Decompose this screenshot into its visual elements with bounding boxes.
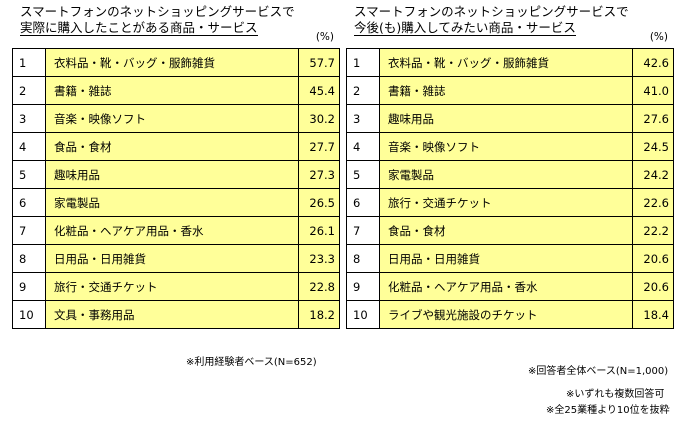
value-cell: 26.1 (298, 216, 340, 245)
table-row: 1 衣料品・靴・バッグ・服飾雑貨 57.7 (12, 48, 340, 77)
rank-cell: 1 (12, 48, 46, 77)
item-cell: ライブや観光施設のチケット (379, 300, 633, 329)
table-row: 3 趣味用品 27.6 (346, 104, 674, 133)
item-cell: 衣料品・靴・バッグ・服飾雑貨 (45, 48, 299, 77)
table-title: スマートフォンのネットショッピングサービスで 今後(も)購入してみたい商品・サー… (346, 4, 674, 48)
table-title-line-1: スマートフォンのネットショッピングサービスで (20, 4, 295, 19)
rank-cell: 10 (346, 300, 380, 329)
table-panel-right: スマートフォンのネットショッピングサービスで 今後(も)購入してみたい商品・サー… (346, 4, 674, 329)
footnote-excerpt: ※全25業種より10位を抜粋 (546, 405, 670, 416)
item-cell: 旅行・交通チケット (45, 272, 299, 301)
rank-cell: 1 (346, 48, 380, 77)
value-cell: 22.8 (298, 272, 340, 301)
table-title-line-2: 実際に購入したことがある商品・サービス (20, 20, 258, 36)
ranking-table-body: 1 衣料品・靴・バッグ・服飾雑貨 42.6 2 書籍・雑誌 41.0 3 趣味用品 27.6 4 音… (346, 48, 674, 329)
rank-cell: 5 (12, 160, 46, 189)
table-row: 1 衣料品・靴・バッグ・服飾雑貨 42.6 (346, 48, 674, 77)
item-cell: 趣味用品 (45, 160, 299, 189)
table-row: 9 化粧品・ヘアケア用品・香水 20.6 (346, 272, 674, 301)
item-cell: 食品・食材 (45, 132, 299, 161)
value-cell: 42.6 (632, 48, 674, 77)
rank-cell: 9 (12, 272, 46, 301)
table-row: 5 家電製品 24.2 (346, 160, 674, 189)
rank-cell: 3 (346, 104, 380, 133)
value-cell: 27.6 (632, 104, 674, 133)
rank-cell: 2 (346, 76, 380, 105)
item-cell: 衣料品・靴・バッグ・服飾雑貨 (379, 48, 633, 77)
table-row: 6 旅行・交通チケット 22.6 (346, 188, 674, 217)
rank-cell: 4 (12, 132, 46, 161)
item-cell: 化粧品・ヘアケア用品・香水 (45, 216, 299, 245)
rank-cell: 2 (12, 76, 46, 105)
rank-cell: 7 (346, 216, 380, 245)
item-cell: 食品・食材 (379, 216, 633, 245)
item-cell: 日用品・日用雑貨 (379, 244, 633, 273)
item-cell: 書籍・雑誌 (45, 76, 299, 105)
rank-cell: 5 (346, 160, 380, 189)
value-cell: 41.0 (632, 76, 674, 105)
table-row: 7 化粧品・ヘアケア用品・香水 26.1 (12, 216, 340, 245)
item-cell: 化粧品・ヘアケア用品・香水 (379, 272, 633, 301)
table-row: 3 音楽・映像ソフト 30.2 (12, 104, 340, 133)
rank-cell: 4 (346, 132, 380, 161)
unit-label: (%) (649, 31, 668, 43)
rank-cell: 7 (12, 216, 46, 245)
value-cell: 57.7 (298, 48, 340, 77)
value-cell: 18.2 (298, 300, 340, 329)
value-cell: 45.4 (298, 76, 340, 105)
table-row: 4 音楽・映像ソフト 24.5 (346, 132, 674, 161)
item-cell: 趣味用品 (379, 104, 633, 133)
rank-cell: 10 (12, 300, 46, 329)
ranking-table: 1 衣料品・靴・バッグ・服飾雑貨 42.6 2 書籍・雑誌 41.0 3 趣味用品 27.6 4 音… (346, 48, 674, 329)
item-cell: 音楽・映像ソフト (45, 104, 299, 133)
item-cell: 家電製品 (379, 160, 633, 189)
value-cell: 27.7 (298, 132, 340, 161)
value-cell: 20.6 (632, 272, 674, 301)
base-note-right: ※回答者全体ベース(N=1,000) (528, 366, 669, 377)
table-row: 10 文具・事務用品 18.2 (12, 300, 340, 329)
value-cell: 30.2 (298, 104, 340, 133)
table-row: 2 書籍・雑誌 41.0 (346, 76, 674, 105)
value-cell: 20.6 (632, 244, 674, 273)
value-cell: 22.2 (632, 216, 674, 245)
item-cell: 音楽・映像ソフト (379, 132, 633, 161)
value-cell: 24.2 (632, 160, 674, 189)
footnote-multiple-answers: ※いずれも複数回答可 (566, 389, 665, 400)
rank-cell: 6 (12, 188, 46, 217)
rank-cell: 9 (346, 272, 380, 301)
rank-cell: 6 (346, 188, 380, 217)
table-row: 4 食品・食材 27.7 (12, 132, 340, 161)
table-row: 7 食品・食材 22.2 (346, 216, 674, 245)
value-cell: 18.4 (632, 300, 674, 329)
base-note-left: ※利用経験者ベース(N=652) (186, 357, 317, 368)
rank-cell: 8 (12, 244, 46, 273)
value-cell: 22.6 (632, 188, 674, 217)
unit-label: (%) (315, 31, 334, 43)
rank-cell: 8 (346, 244, 380, 273)
value-cell: 23.3 (298, 244, 340, 273)
item-cell: 家電製品 (45, 188, 299, 217)
table-title-line-1: スマートフォンのネットショッピングサービスで (354, 4, 629, 19)
table-title: スマートフォンのネットショッピングサービスで 実際に購入したことがある商品・サー… (12, 4, 340, 48)
table-panel-left: スマートフォンのネットショッピングサービスで 実際に購入したことがある商品・サー… (12, 4, 340, 329)
value-cell: 27.3 (298, 160, 340, 189)
table-title-line-2: 今後(も)購入してみたい商品・サービス (354, 20, 576, 36)
item-cell: 旅行・交通チケット (379, 188, 633, 217)
rank-cell: 3 (12, 104, 46, 133)
table-row: 9 旅行・交通チケット 22.8 (12, 272, 340, 301)
table-row: 8 日用品・日用雑貨 20.6 (346, 244, 674, 273)
item-cell: 日用品・日用雑貨 (45, 244, 299, 273)
value-cell: 26.5 (298, 188, 340, 217)
table-row: 5 趣味用品 27.3 (12, 160, 340, 189)
table-row: 10 ライブや観光施設のチケット 18.4 (346, 300, 674, 329)
item-cell: 文具・事務用品 (45, 300, 299, 329)
ranking-table: 1 衣料品・靴・バッグ・服飾雑貨 57.7 2 書籍・雑誌 45.4 3 音楽・映像ソフト 30… (12, 48, 340, 329)
table-row: 6 家電製品 26.5 (12, 188, 340, 217)
value-cell: 24.5 (632, 132, 674, 161)
table-row: 8 日用品・日用雑貨 23.3 (12, 244, 340, 273)
item-cell: 書籍・雑誌 (379, 76, 633, 105)
ranking-table-body: 1 衣料品・靴・バッグ・服飾雑貨 57.7 2 書籍・雑誌 45.4 3 音楽・映像ソフト 30… (12, 48, 340, 329)
table-row: 2 書籍・雑誌 45.4 (12, 76, 340, 105)
